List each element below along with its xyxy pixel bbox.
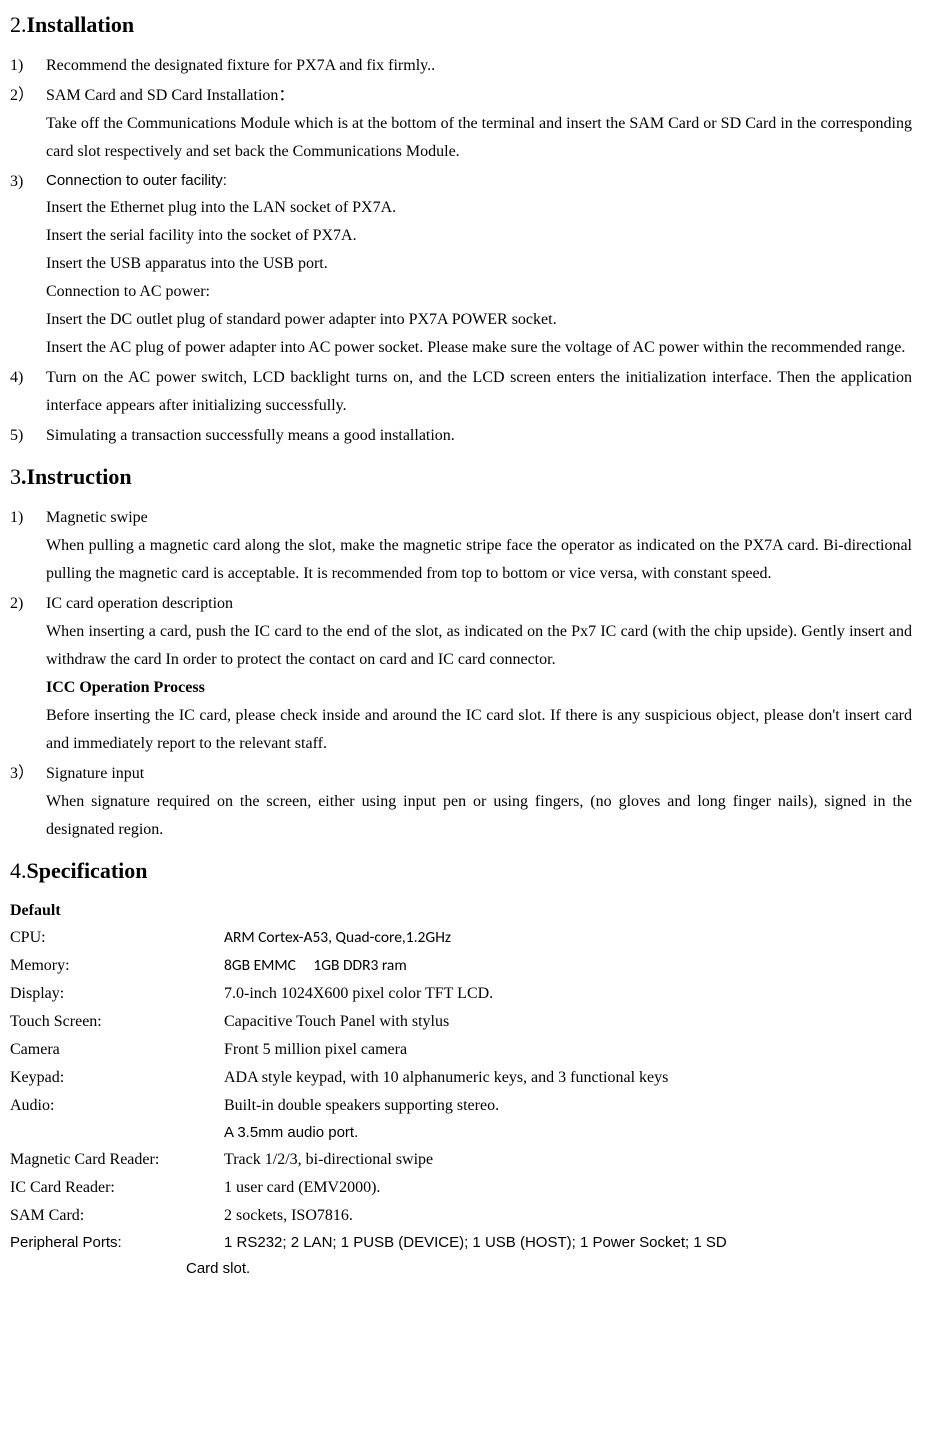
spec-row-peripheral: Peripheral Ports: 1 RS232; 2 LAN; 1 PUSB… (10, 1230, 912, 1283)
spec-row: Camera Front 5 million pixel camera (10, 1036, 912, 1064)
text-line: Recommend the designated fixture for PX7… (46, 52, 912, 80)
list-item: 1) Magnetic swipe When pulling a magneti… (10, 504, 912, 588)
list-marker: 2) (10, 590, 46, 618)
list-body: Connection to outer facility: Insert the… (46, 168, 912, 362)
text-line: Insert the serial facility into the sock… (46, 222, 912, 250)
list-marker: 1) (10, 504, 46, 532)
spec-row: Memory: 8GB EMMC 1GB DDR3 ram (10, 952, 912, 980)
spec-row: Display: 7.0-inch 1024X600 pixel color T… (10, 980, 912, 1008)
text-line: Signature input (46, 760, 912, 788)
installation-list: 1) Recommend the designated fixture for … (10, 52, 912, 450)
text-line: When signature required on the screen, e… (46, 788, 912, 844)
list-item: 2） SAM Card and SD Card Installation： Ta… (10, 82, 912, 166)
spec-value: 2 sockets, ISO7816. (224, 1202, 912, 1230)
spec-label: Memory: (10, 952, 224, 980)
spec-value: A 3.5mm audio port. (224, 1120, 912, 1146)
spec-label: Touch Screen: (10, 1008, 224, 1036)
list-body: SAM Card and SD Card Installation： Take … (46, 82, 912, 166)
spec-value: 7.0-inch 1024X600 pixel color TFT LCD. (224, 980, 912, 1008)
text-line: When inserting a card, push the IC card … (46, 618, 912, 674)
list-body: Simulating a transaction successfully me… (46, 422, 912, 450)
spec-label: Peripheral Ports: (10, 1230, 224, 1256)
spec-value: Front 5 million pixel camera (224, 1036, 912, 1064)
text-line: Insert the AC plug of power adapter into… (46, 334, 912, 362)
spec-label: Display: (10, 980, 224, 1008)
text-line: Connection to outer facility: (46, 168, 912, 194)
spec-row: Touch Screen: Capacitive Touch Panel wit… (10, 1008, 912, 1036)
text-line: Simulating a transaction successfully me… (46, 422, 912, 450)
list-body: Signature input When signature required … (46, 760, 912, 844)
list-marker: 3） (10, 760, 46, 788)
spec-row: Audio: Built-in double speakers supporti… (10, 1092, 912, 1120)
spec-row: CPU: ARM Cortex-A53, Quad-core,1.2GHz (10, 924, 912, 952)
text-line: Insert the USB apparatus into the USB po… (46, 250, 912, 278)
list-item: 1) Recommend the designated fixture for … (10, 52, 912, 80)
spec-value: 1 RS232; 2 LAN; 1 PUSB (DEVICE); 1 USB (… (224, 1230, 912, 1256)
specification-block: Default CPU: ARM Cortex-A53, Quad-core,1… (10, 898, 912, 1282)
heading-number: 4. (10, 858, 27, 883)
spec-label: IC Card Reader: (10, 1174, 224, 1202)
spec-label: Audio: (10, 1092, 224, 1120)
spec-label: Magnetic Card Reader: (10, 1146, 224, 1174)
list-item: 4) Turn on the AC power switch, LCD back… (10, 364, 912, 420)
heading-installation: 2.Installation (10, 12, 912, 38)
text-line: Magnetic swipe (46, 504, 912, 532)
spec-value: Capacitive Touch Panel with stylus (224, 1008, 912, 1036)
spec-value: ARM Cortex-A53, Quad-core,1.2GHz (224, 924, 912, 951)
heading-instruction: 3.Instruction (10, 464, 912, 490)
spec-label: Camera (10, 1036, 224, 1064)
spec-row: IC Card Reader: 1 user card (EMV2000). (10, 1174, 912, 1202)
text-line: IC card operation description (46, 590, 912, 618)
heading-number: 3 (10, 464, 21, 489)
text-line: ICC Operation Process (46, 674, 912, 702)
list-body: Recommend the designated fixture for PX7… (46, 52, 912, 80)
list-item: 5) Simulating a transaction successfully… (10, 422, 912, 450)
list-marker: 1) (10, 52, 46, 80)
text-line: Take off the Communications Module which… (46, 110, 912, 166)
text-line: Insert the DC outlet plug of standard po… (46, 306, 912, 334)
document-page: 2.Installation 1) Recommend the designat… (0, 0, 930, 1303)
list-marker: 2） (10, 82, 46, 110)
spec-row: Magnetic Card Reader: Track 1/2/3, bi‐di… (10, 1146, 912, 1174)
text-line: When pulling a magnetic card along the s… (46, 532, 912, 588)
spec-row: Keypad: ADA style keypad, with 10 alphan… (10, 1064, 912, 1092)
spec-value-continued: Card slot. (10, 1256, 912, 1282)
spec-label: Keypad: (10, 1064, 224, 1092)
list-marker: 4) (10, 364, 46, 392)
heading-specification: 4.Specification (10, 858, 912, 884)
spec-value: 1 user card (EMV2000). (224, 1174, 912, 1202)
list-marker: 5) (10, 422, 46, 450)
text-line: Connection to AC power: (46, 278, 912, 306)
spec-label: SAM Card: (10, 1202, 224, 1230)
spec-row: SAM Card: 2 sockets, ISO7816. (10, 1202, 912, 1230)
spec-row: A 3.5mm audio port. (10, 1120, 912, 1146)
list-item: 3) Connection to outer facility: Insert … (10, 168, 912, 362)
text-line: Turn on the AC power switch, LCD backlig… (46, 364, 912, 420)
text-line: Insert the Ethernet plug into the LAN so… (46, 194, 912, 222)
list-body: IC card operation description When inser… (46, 590, 912, 758)
spec-value: Built-in double speakers supporting ster… (224, 1092, 912, 1120)
text-line: Before inserting the IC card, please che… (46, 702, 912, 758)
instruction-list: 1) Magnetic swipe When pulling a magneti… (10, 504, 912, 844)
list-item: 3） Signature input When signature requir… (10, 760, 912, 844)
spec-label: CPU: (10, 924, 224, 952)
heading-title: Installation (27, 12, 135, 37)
spec-value: 8GB EMMC 1GB DDR3 ram (224, 952, 912, 979)
spec-value: Track 1/2/3, bi‐directional swipe (224, 1146, 912, 1174)
spec-default-label: Default (10, 898, 912, 924)
list-marker: 3) (10, 168, 46, 196)
list-body: Magnetic swipe When pulling a magnetic c… (46, 504, 912, 588)
heading-title: .Instruction (21, 464, 132, 489)
heading-number: 2. (10, 12, 27, 37)
list-body: Turn on the AC power switch, LCD backlig… (46, 364, 912, 420)
list-item: 2) IC card operation description When in… (10, 590, 912, 758)
heading-title: Specification (27, 858, 148, 883)
spec-value: ADA style keypad, with 10 alphanumeric k… (224, 1064, 912, 1092)
spec-value-text: 2 sockets, ISO7816. (224, 1207, 353, 1224)
text-line: SAM Card and SD Card Installation： (46, 82, 912, 110)
